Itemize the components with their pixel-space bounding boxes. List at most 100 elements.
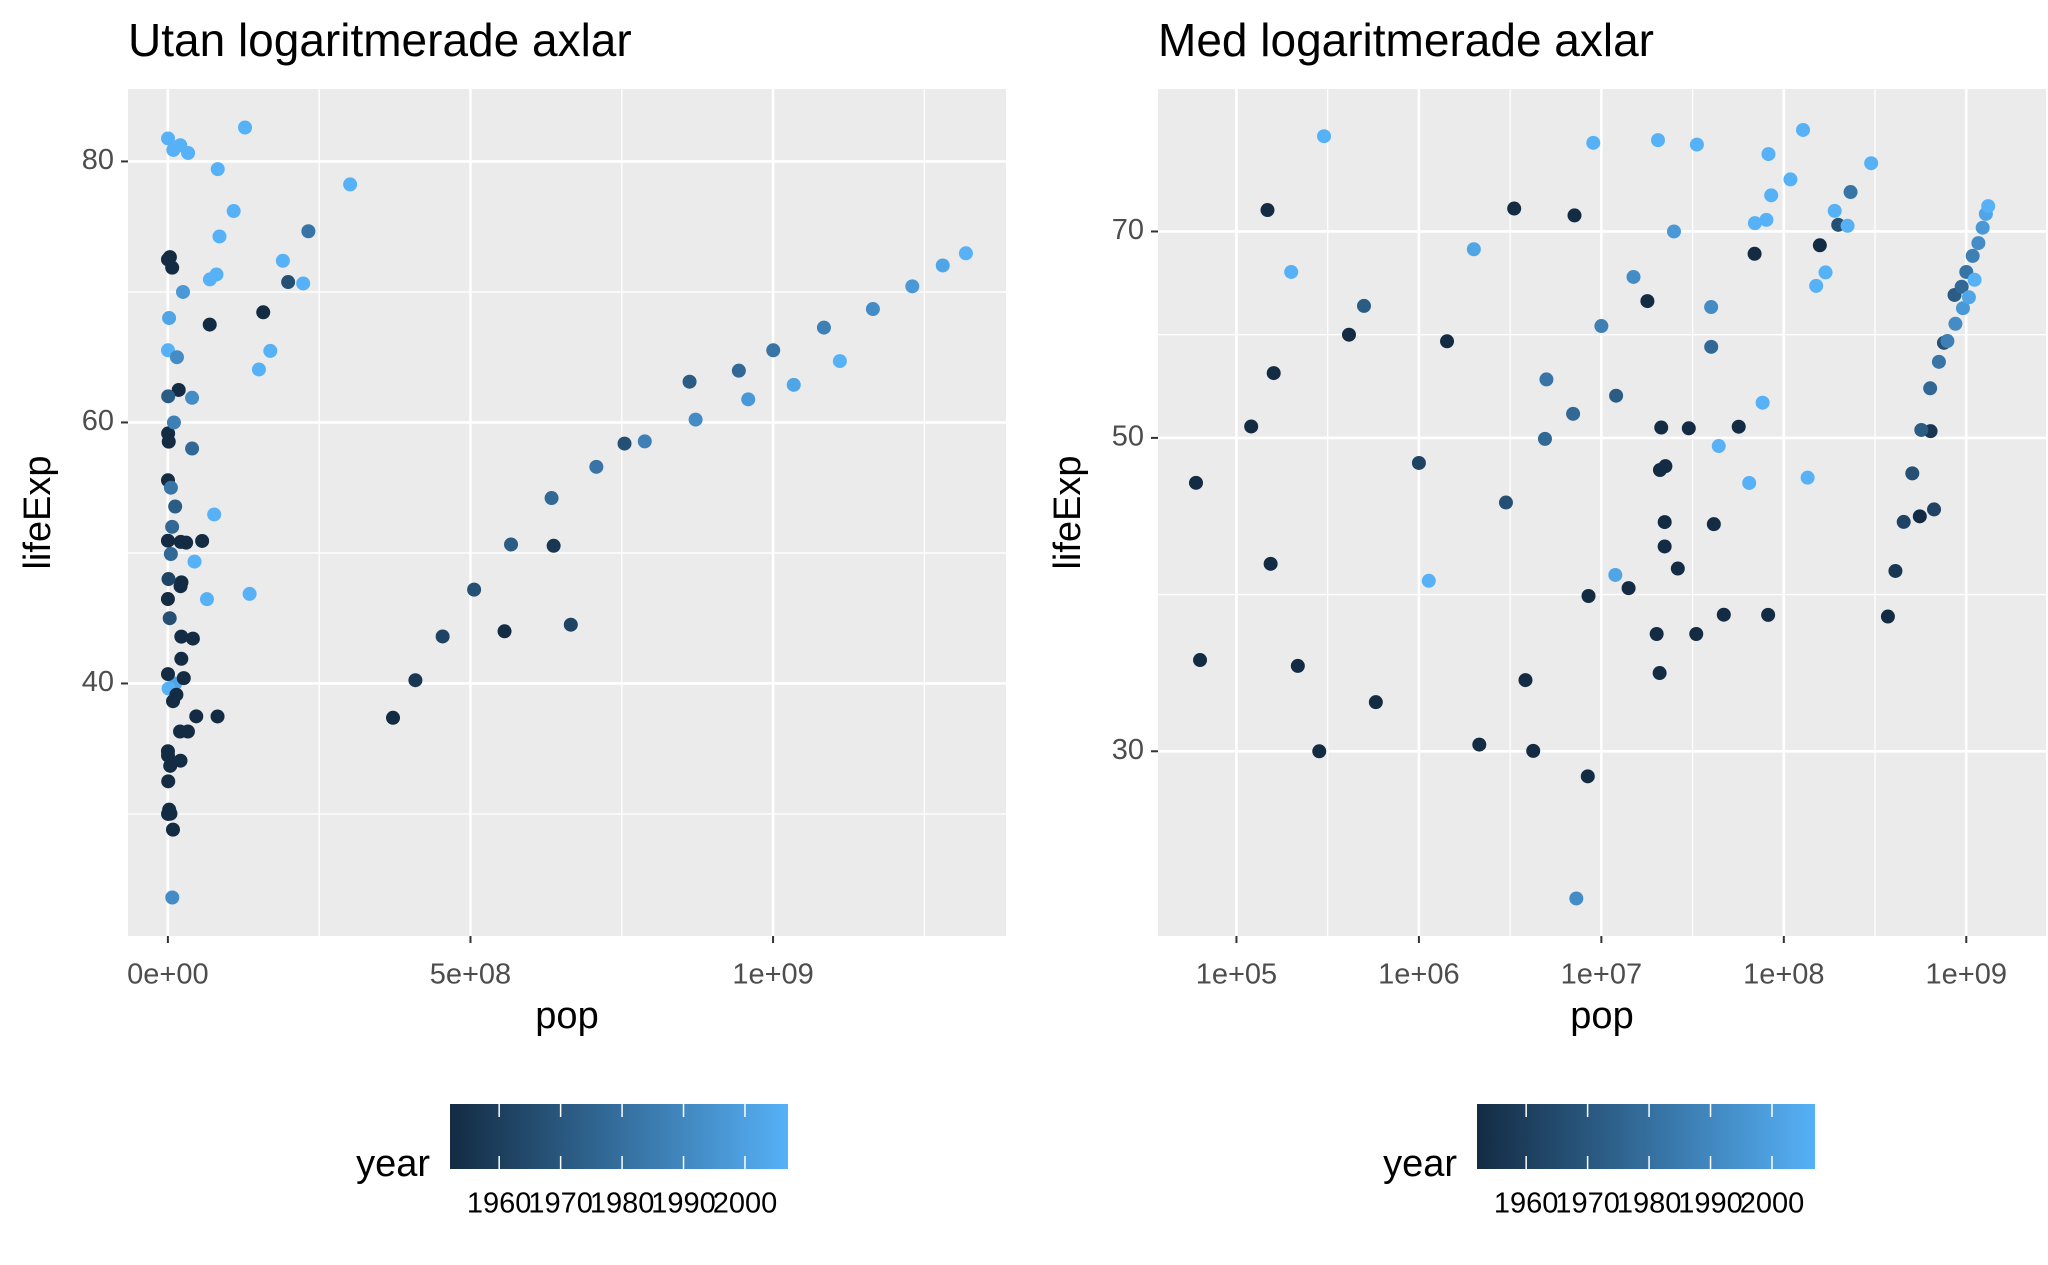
- colorbar: [1477, 1104, 1815, 1169]
- y-axis-label: lifeExp: [17, 455, 59, 569]
- x-tick-label: 1e+09: [732, 959, 813, 991]
- point: [165, 260, 180, 275]
- point: [786, 377, 801, 392]
- point: [1608, 567, 1623, 582]
- point: [1704, 300, 1719, 315]
- point: [1961, 290, 1976, 305]
- point: [1569, 891, 1584, 906]
- point: [1812, 238, 1827, 253]
- point: [1954, 279, 1969, 294]
- point: [1658, 459, 1673, 474]
- x-tick-label: 1e+09: [1926, 959, 2007, 991]
- point: [1689, 626, 1704, 641]
- point: [935, 258, 950, 273]
- point: [816, 320, 831, 335]
- point: [296, 276, 311, 291]
- point: [1626, 269, 1641, 284]
- point: [1880, 609, 1895, 624]
- point: [1586, 135, 1601, 150]
- point: [1689, 137, 1704, 152]
- y-tick-label: 40: [82, 666, 114, 698]
- colorbar-label: 1960: [1494, 1188, 1559, 1220]
- y-tick-label: 80: [82, 144, 114, 176]
- point: [1975, 220, 1990, 235]
- point: [202, 317, 217, 332]
- point: [165, 822, 180, 837]
- colorbar-label: 1970: [1555, 1188, 1620, 1220]
- point: [865, 302, 880, 317]
- point: [1747, 246, 1762, 261]
- point: [1526, 743, 1541, 758]
- x-tick-label: 1e+08: [1743, 959, 1824, 991]
- point: [173, 534, 188, 549]
- colorbar-label: 1970: [528, 1188, 593, 1220]
- point: [766, 343, 781, 358]
- point: [189, 709, 204, 724]
- point: [163, 758, 178, 773]
- point: [1290, 658, 1305, 673]
- point: [1670, 561, 1685, 576]
- point: [187, 554, 202, 569]
- point: [832, 354, 847, 369]
- point: [958, 246, 973, 261]
- point: [161, 774, 176, 789]
- point: [174, 651, 189, 666]
- point: [637, 434, 652, 449]
- chart-title: Utan logaritmerade axlar: [128, 14, 632, 66]
- y-axis-label: lifeExp: [1047, 455, 1089, 569]
- legend-title: year: [356, 1143, 430, 1185]
- point: [1761, 147, 1776, 162]
- point: [1965, 248, 1980, 263]
- colorbar: [450, 1104, 788, 1169]
- x-tick-label: 1e+07: [1561, 959, 1642, 991]
- point: [1566, 406, 1581, 421]
- point: [1912, 509, 1927, 524]
- point: [1923, 381, 1938, 396]
- point: [1188, 475, 1203, 490]
- point: [185, 631, 200, 646]
- point: [1967, 272, 1982, 287]
- point: [210, 162, 225, 177]
- point: [1466, 242, 1481, 257]
- point: [161, 389, 176, 404]
- point: [1716, 607, 1731, 622]
- point: [1260, 203, 1275, 218]
- y-tick-label: 60: [82, 405, 114, 437]
- point: [467, 582, 482, 597]
- x-tick-label: 0e+00: [127, 959, 208, 991]
- point: [1971, 236, 1986, 251]
- point: [435, 629, 450, 644]
- point: [199, 592, 214, 607]
- point: [1312, 744, 1327, 759]
- point: [1955, 301, 1970, 316]
- point: [1761, 607, 1776, 622]
- point: [1356, 298, 1371, 313]
- point: [242, 586, 257, 601]
- colorbar-label: 1990: [651, 1188, 716, 1220]
- point: [1518, 673, 1533, 688]
- point: [1368, 695, 1383, 710]
- x-axis-label: pop: [535, 995, 598, 1037]
- point: [1640, 294, 1655, 309]
- point: [1827, 203, 1842, 218]
- point: [1581, 589, 1596, 604]
- point: [176, 671, 191, 686]
- x-tick-label: 1e+06: [1378, 959, 1459, 991]
- point: [1704, 339, 1719, 354]
- colorbar-label: 1980: [590, 1188, 655, 1220]
- point: [1193, 653, 1208, 668]
- point: [161, 434, 176, 449]
- point: [173, 724, 188, 739]
- point: [1472, 737, 1487, 752]
- colorbar-label: 1980: [1617, 1188, 1682, 1220]
- point: [162, 311, 177, 326]
- point: [165, 519, 180, 534]
- point: [163, 806, 178, 821]
- point: [163, 480, 178, 495]
- point: [546, 538, 561, 553]
- point: [1681, 421, 1696, 436]
- point: [1317, 129, 1332, 144]
- point: [1800, 470, 1815, 485]
- point: [185, 441, 200, 456]
